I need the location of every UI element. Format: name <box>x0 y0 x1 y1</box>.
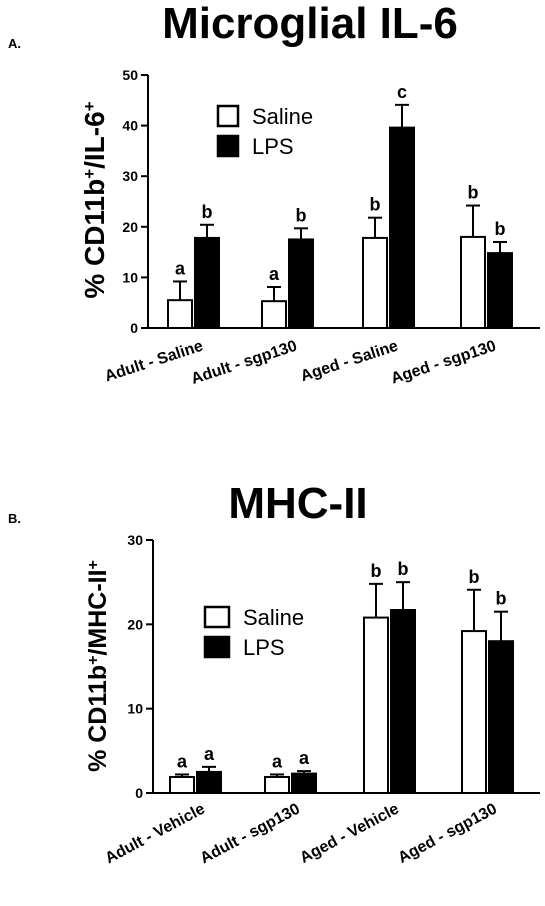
bar-lps <box>390 608 416 794</box>
y-label-main: % CD11b <box>84 665 112 772</box>
legend-swatch-saline <box>216 104 240 128</box>
bar-lps <box>389 126 415 330</box>
significance-label: c <box>397 82 407 102</box>
legend-label: Saline <box>252 104 313 129</box>
y-label-sup: + <box>85 560 102 569</box>
y-tick-label: 30 <box>127 532 143 548</box>
chart-title: MHC-II <box>228 479 367 528</box>
y-axis-label: % CD11b+/IL-6+ <box>79 101 110 298</box>
significance-label: b <box>202 202 213 222</box>
legend-label: Saline <box>243 605 304 630</box>
y-tick-label: 0 <box>130 320 138 336</box>
bar-saline <box>264 775 290 795</box>
legend-label: LPS <box>252 134 294 159</box>
panel-label: B. <box>8 511 21 526</box>
bar-saline <box>169 775 195 795</box>
bar-saline <box>363 616 389 794</box>
y-tick-label: 20 <box>122 219 138 235</box>
x-category-label: Aged - Vehicle <box>297 800 402 866</box>
y-axis-label: % CD11b+/MHC-II+ <box>84 560 112 772</box>
y-tick-label: 20 <box>127 616 143 632</box>
significance-label: b <box>371 561 382 581</box>
legend: Saline LPS <box>203 605 304 660</box>
significance-label: a <box>272 751 283 771</box>
significance-label: a <box>177 751 188 771</box>
y-label-mid: /IL-6 <box>79 111 110 169</box>
legend: Saline LPS <box>216 104 313 159</box>
legend-swatch-lps <box>216 134 240 158</box>
bar-lps <box>487 252 513 329</box>
significance-label: b <box>469 567 480 587</box>
bar-lps <box>194 236 220 330</box>
bar-saline <box>362 236 388 330</box>
significance-label: b <box>296 205 307 225</box>
bar-lps <box>196 770 222 795</box>
significance-label: b <box>370 195 381 215</box>
x-category-label: Adult - Saline <box>103 338 206 386</box>
significance-label: a <box>269 264 280 284</box>
bar-saline <box>460 235 486 329</box>
chart-panel-a: Microglial IL-6A.% CD11b+/IL-6+010203040… <box>8 0 540 388</box>
significance-label: a <box>204 744 215 764</box>
significance-label: b <box>496 589 507 609</box>
y-label-sup: + <box>80 101 99 111</box>
significance-label: a <box>175 258 186 278</box>
y-tick-label: 10 <box>122 269 138 285</box>
legend-swatch-saline <box>203 605 231 629</box>
significance-label: a <box>299 748 310 768</box>
bar-saline <box>167 299 193 330</box>
y-label-mid: /MHC-II <box>84 569 112 655</box>
legend-swatch-lps <box>203 635 231 659</box>
x-category-label: Adult - Vehicle <box>103 800 208 867</box>
y-label-main: % CD11b <box>79 179 110 299</box>
y-tick-label: 50 <box>122 67 138 83</box>
x-category-label: Adult - sgp130 <box>198 800 303 867</box>
y-tick-label: 10 <box>127 701 143 717</box>
significance-label: b <box>468 183 479 203</box>
significance-label: b <box>495 219 506 239</box>
bar-lps <box>288 238 314 329</box>
x-category-label: Aged - sgp130 <box>389 338 498 388</box>
y-tick-label: 40 <box>122 118 138 134</box>
panel-label: A. <box>8 36 21 51</box>
bar-saline <box>461 630 487 795</box>
legend-label: LPS <box>243 635 285 660</box>
y-tick-label: 0 <box>135 785 143 801</box>
y-label-sup: + <box>85 656 102 665</box>
x-category-label: Aged - sgp130 <box>395 800 500 866</box>
bar-saline <box>261 300 287 330</box>
bar-lps <box>488 640 514 795</box>
significance-label: b <box>398 559 409 579</box>
x-category-label: Adult - sgp130 <box>189 338 299 388</box>
x-category-label: Aged - Saline <box>299 338 401 386</box>
bar-lps <box>291 772 317 794</box>
y-label-sup: + <box>80 169 99 179</box>
y-tick-label: 30 <box>122 168 138 184</box>
chart-title: Microglial IL-6 <box>162 0 458 48</box>
